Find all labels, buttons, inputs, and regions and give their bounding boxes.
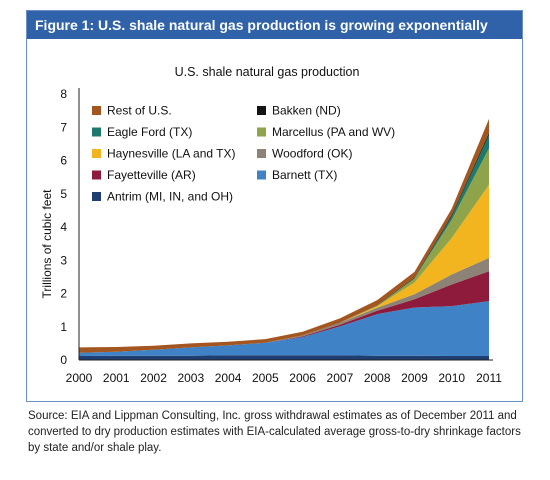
y-tick-label: 0 <box>60 353 67 367</box>
y-tick-label: 6 <box>60 154 67 168</box>
legend-swatch <box>92 127 101 137</box>
shale-gas-chart: U.S. shale natural gas production Trilli… <box>40 65 502 385</box>
legend-label: Fayetteville (AR) <box>107 168 196 182</box>
x-tick-label: 2011 <box>476 371 502 385</box>
legend-label: Eagle Ford (TX) <box>107 125 192 139</box>
x-tick-label: 2000 <box>66 371 93 385</box>
stacked-areas <box>79 118 489 360</box>
legend-label: Rest of U.S. <box>107 104 172 118</box>
y-tick-label: 1 <box>60 320 67 334</box>
x-tick-label: 2002 <box>140 371 167 385</box>
legend-swatch <box>92 149 101 158</box>
axes: 0 1 2 3 4 5 6 7 8 2000 2001 2002 2003 2004 2005 2006 200… <box>60 87 502 385</box>
x-tick-label: 2004 <box>215 371 242 385</box>
legend-label: Barnett (TX) <box>272 168 337 182</box>
area-series-1 <box>79 301 489 356</box>
legend-label: Woodford (OK) <box>272 147 352 161</box>
x-tick-label: 2003 <box>177 371 204 385</box>
y-axis-label: Trillions of cubic feet <box>40 189 54 299</box>
chart-title: U.S. shale natural gas production <box>175 65 360 79</box>
y-tick-label: 4 <box>60 220 67 234</box>
legend-swatch <box>257 170 266 180</box>
x-tick-label: 2005 <box>252 371 279 385</box>
legend-label: Bakken (ND) <box>272 104 341 118</box>
chart-area: U.S. shale natural gas production Trilli… <box>27 39 522 401</box>
area-series-8 <box>79 118 489 353</box>
source-note: Source: EIA and Lippman Consulting, Inc.… <box>28 410 521 454</box>
legend-swatch <box>92 192 101 201</box>
legend-label: Marcellus (PA and WV) <box>272 125 395 139</box>
legend-label: Haynesville (LA and TX) <box>107 147 236 161</box>
x-tick-label: 2009 <box>401 371 428 385</box>
legend-swatch <box>257 106 266 115</box>
x-tick-label: 2006 <box>289 371 316 385</box>
y-tick-label: 7 <box>60 120 67 134</box>
x-tick-label: 2010 <box>438 371 465 385</box>
y-tick-label: 2 <box>60 287 67 301</box>
legend-swatch <box>257 127 266 137</box>
y-tick-label: 8 <box>60 87 67 101</box>
legend-swatch <box>257 149 266 158</box>
x-tick-label: 2007 <box>327 371 354 385</box>
y-tick-label: 5 <box>60 187 67 201</box>
x-tick-label: 2008 <box>364 371 391 385</box>
area-series-0 <box>79 355 489 360</box>
figure-banner: Figure 1: U.S. shale natural gas product… <box>27 11 522 39</box>
legend-swatch <box>92 170 101 180</box>
legend: Rest of U.S. Bakken (ND) Eagle Ford (TX) Ma… <box>92 104 395 204</box>
figure-panel: Figure 1: U.S. shale natural gas product… <box>26 10 523 402</box>
legend-label: Antrim (MI, IN, and OH) <box>107 190 233 204</box>
x-tick-label: 2001 <box>103 371 130 385</box>
y-tick-label: 3 <box>60 253 67 267</box>
legend-swatch <box>92 106 101 115</box>
